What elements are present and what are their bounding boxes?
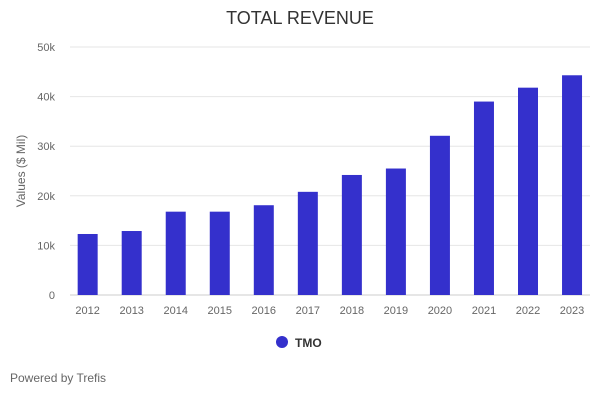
y-tick-label: 50k — [37, 42, 55, 54]
x-tick-label: 2017 — [296, 305, 320, 317]
bar-2019 — [385, 168, 406, 295]
y-tick-label: 30k — [37, 141, 55, 153]
bar-2018 — [341, 174, 362, 295]
bar-2017 — [297, 191, 318, 295]
x-tick-label: 2019 — [384, 305, 408, 317]
x-tick-label: 2020 — [428, 305, 452, 317]
bar-2023 — [562, 75, 583, 295]
bar-2021 — [473, 101, 494, 295]
bar-2015 — [209, 211, 230, 295]
legend-label: TMO — [295, 336, 322, 350]
y-tick-label: 10k — [37, 240, 55, 252]
bar-2013 — [121, 231, 142, 295]
y-axis-label: Values ($ Mil) — [14, 135, 28, 207]
x-tick-label: 2022 — [516, 305, 540, 317]
y-tick-label: 20k — [37, 191, 55, 203]
bar-2016 — [253, 205, 274, 295]
x-tick-label: 2014 — [163, 305, 187, 317]
legend-marker — [276, 336, 288, 348]
x-tick-label: 2015 — [208, 305, 232, 317]
chart-title: TOTAL REVENUE — [226, 8, 374, 28]
x-tick-label: 2016 — [252, 305, 276, 317]
x-tick-label: 2018 — [340, 305, 364, 317]
y-tick-label: 0 — [49, 290, 55, 302]
x-tick-label: 2012 — [75, 305, 99, 317]
y-tick-label: 40k — [37, 92, 55, 104]
bar-2014 — [165, 211, 186, 295]
bar-2012 — [77, 233, 98, 295]
x-tick-label: 2021 — [472, 305, 496, 317]
bar-2020 — [429, 135, 450, 295]
x-tick-label: 2013 — [119, 305, 143, 317]
powered-by-credit[interactable]: Powered by Trefis — [10, 371, 107, 385]
x-tick-label: 2023 — [560, 305, 584, 317]
bar-2022 — [518, 87, 538, 295]
